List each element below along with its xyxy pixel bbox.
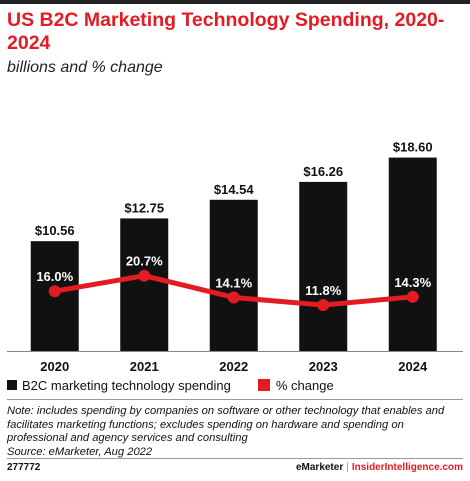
bar-2021	[120, 218, 169, 351]
line-point-2020	[48, 285, 61, 298]
legend-line-label: % change	[275, 377, 334, 393]
x-tick-label-2024: 2024	[398, 359, 428, 374]
footnote-divider	[7, 399, 463, 400]
line-value-label-2021: 20.7%	[126, 254, 163, 269]
footnote-source: Source: eMarketer, Aug 2022	[7, 445, 153, 458]
brand-separator: |	[346, 462, 349, 473]
x-tick-label-2020: 2020	[40, 359, 69, 374]
chart-area: $10.56 2020 $12.75 2021 $14.54 2022 $16.26 2023…	[7, 140, 463, 374]
bar-value-label-2021: $12.75	[124, 200, 164, 215]
chart-id: 277772	[7, 462, 41, 473]
bar-2024	[388, 157, 437, 351]
bar-value-label-2020: $10.56	[35, 223, 75, 238]
bar-2022	[209, 199, 258, 351]
chart-legend: B2C marketing technology spending % chan…	[7, 376, 334, 394]
bar-2023	[299, 181, 348, 351]
line-value-label-2022: 14.1%	[215, 275, 252, 290]
line-point-2021	[138, 269, 151, 282]
x-tick-label-2023: 2023	[309, 359, 338, 374]
footer-divider	[7, 458, 463, 459]
x-tick-label-2021: 2021	[130, 359, 159, 374]
bar-value-label-2023: $16.26	[303, 164, 343, 179]
top-accent-bar	[0, 0, 470, 4]
bar-value-label-2022: $14.54	[214, 182, 255, 197]
line-point-2022	[227, 291, 240, 304]
footnote-note: Note: includes spending by companies on …	[7, 405, 445, 444]
line-point-2023	[317, 299, 330, 312]
footnote: Note: includes spending by companies on …	[7, 405, 465, 459]
bar-value-label-2024: $18.60	[393, 140, 433, 155]
line-value-label-2020: 16.0%	[36, 269, 73, 284]
legend-bar-label: B2C marketing technology spending	[22, 377, 231, 393]
brand-insider-intelligence: InsiderIntelligence.com	[351, 462, 463, 473]
legend-bar-swatch	[7, 380, 17, 390]
brand-emarketer: eMarketer	[295, 462, 344, 473]
legend-line-swatch	[257, 379, 270, 391]
line-value-label-2023: 11.8%	[305, 283, 342, 298]
x-tick-label-2022: 2022	[219, 359, 248, 374]
line-value-label-2024: 14.3%	[394, 275, 431, 290]
chart-subtitle: billions and % change	[7, 59, 163, 76]
line-point-2024	[406, 290, 419, 303]
footer-brand: eMarketer | InsiderIntelligence.com	[296, 462, 463, 473]
chart-title: US B2C Marketing Technology Spending, 20…	[7, 9, 445, 54]
